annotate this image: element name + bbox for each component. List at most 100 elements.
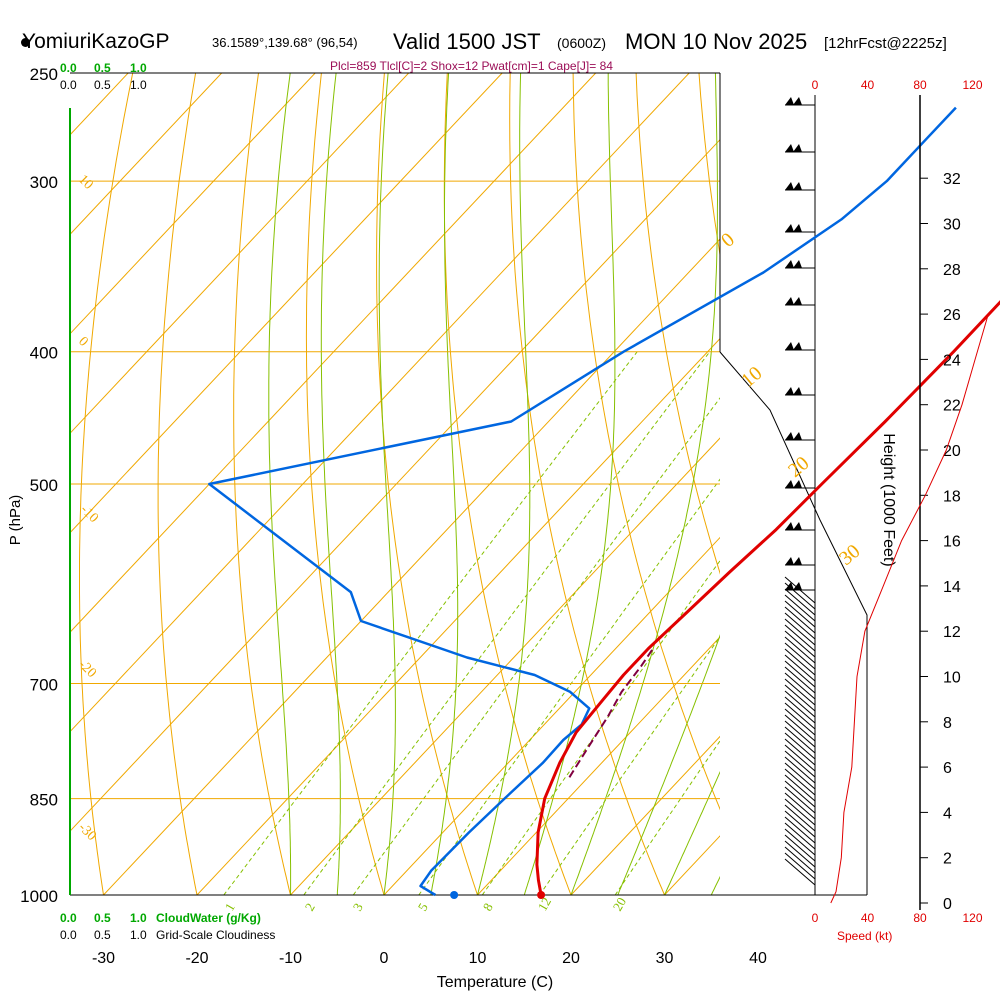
dry-adiabat-label: 10	[737, 362, 766, 392]
height-tick-label: 6	[943, 760, 952, 777]
wind-panel-boundary	[719, 351, 868, 895]
mixing-ratio-label: 20	[610, 895, 629, 914]
wind-barb-staff	[784, 696, 816, 724]
temp-tick-label: -30	[92, 950, 115, 967]
dry-adiabat-line	[376, 73, 478, 895]
station-coords: 36.1589°,139.68° (96,54)	[212, 35, 358, 50]
speed-axis-title: Speed (kt)	[837, 929, 892, 943]
temperature-line	[535, 300, 1000, 896]
wind-barb-flag	[785, 522, 802, 530]
dry-adiabat-label: 20	[784, 452, 813, 482]
temp-tick-label: 20	[562, 950, 580, 967]
wind-barb-staff	[784, 798, 816, 826]
pressure-tick-label: 500	[30, 476, 58, 495]
height-tick-label: 26	[943, 307, 961, 324]
speed-tick-label-bottom: 0	[812, 911, 819, 925]
height-tick-label: 18	[943, 488, 961, 505]
wind-barbs	[784, 97, 816, 886]
height-tick-label: 16	[943, 534, 961, 551]
wind-barb-staff	[784, 792, 816, 820]
wind-barb-staff	[784, 684, 816, 712]
wind-barb-flag	[785, 582, 802, 590]
station-name: YomiuriKazoGP	[22, 30, 170, 53]
wind-barb-staff	[784, 834, 816, 862]
moist-adiabat-line	[268, 73, 292, 895]
speed-tick-label-top: 40	[861, 78, 875, 92]
wind-barb-staff	[784, 642, 816, 670]
moist-adiabat-line	[378, 73, 396, 895]
mixing-ratio-label: 5	[415, 900, 431, 913]
wind-barb-staff	[784, 840, 816, 868]
wind-barb-staff	[784, 660, 816, 688]
wind-barb-staff	[784, 738, 816, 766]
wind-barb-flag	[785, 97, 802, 105]
wind-barb-flag	[785, 144, 802, 152]
cloudwater-label: CloudWater (g/Kg)	[156, 911, 261, 925]
wind-barb-staff	[784, 756, 816, 784]
y-axis-title: P (hPa)	[7, 495, 24, 546]
wind-barb-staff	[784, 666, 816, 694]
wind-barb-flag	[785, 557, 802, 565]
wind-barb-staff	[784, 762, 816, 790]
wind-barb-staff	[784, 606, 816, 634]
dry-adiabat-line	[157, 73, 198, 895]
temp-tick-label: -20	[185, 950, 208, 967]
moist-adiabat-line	[430, 73, 459, 895]
wind-barb-flag	[785, 260, 802, 268]
height-axis-title: Height (1000 Feet)	[880, 433, 897, 566]
pressure-tick-label: 700	[30, 676, 58, 695]
height-tick-label: 22	[943, 398, 961, 415]
dry-adiabat-line	[951, 73, 1000, 895]
moist-adiabat-line	[710, 875, 720, 895]
wind-barb-staff	[784, 618, 816, 646]
speed-tick-label-top: 80	[913, 78, 927, 92]
temp-tick-label: 0	[380, 950, 389, 967]
wind-barb-staff	[784, 588, 816, 616]
wind-barb-flag	[785, 297, 802, 305]
top-cloudiness-label: 0.5	[94, 78, 111, 92]
wind-barb-flag	[785, 182, 802, 190]
wind-barb-staff	[784, 714, 816, 742]
wind-barb-staff	[784, 636, 816, 664]
wind-barb-staff	[784, 702, 816, 730]
dry-adiabat-line	[572, 73, 720, 811]
forecast-info: [12hrFcst@2225z]	[824, 35, 947, 52]
surface-dew-marker	[450, 891, 459, 899]
height-tick-label: 32	[943, 171, 961, 188]
pressure-tick-label: 1000	[20, 887, 58, 906]
dry-adiabat-line	[233, 73, 291, 895]
wind-barb-staff	[784, 750, 816, 778]
wind-barb-staff	[784, 852, 816, 880]
wind-barb-staff	[784, 786, 816, 814]
height-tick-label: 14	[943, 579, 961, 596]
wind-barb-staff	[784, 678, 816, 706]
wind-barb-flag	[785, 342, 802, 350]
moist-adiabat-line	[617, 634, 720, 895]
temp-tick-label: 40	[749, 950, 767, 967]
temp-tick-label: -10	[279, 950, 302, 967]
speed-tick-label-bottom: 120	[962, 911, 982, 925]
parcel-line	[568, 648, 654, 778]
wind-barb-staff	[784, 600, 816, 628]
height-tick-label: 28	[943, 262, 961, 279]
isotherm-line	[852, 73, 1000, 895]
speed-tick-label-top: 120	[962, 78, 982, 92]
isotherm-line	[70, 73, 410, 435]
dry-adiabat-line	[79, 73, 134, 895]
bottom-cloudwater-label: 0.5	[94, 911, 111, 925]
height-tick-label: 4	[943, 805, 952, 822]
top-cloudwater-label: 1.0	[130, 61, 147, 75]
dewpoint-line	[208, 106, 957, 897]
isotherm-line	[70, 73, 223, 236]
wind-barb-staff	[784, 810, 816, 838]
wind-barb-staff	[784, 774, 816, 802]
moist-adiabat-line	[523, 73, 616, 895]
wind-barb-staff	[784, 654, 816, 682]
wind-speed-line	[830, 313, 989, 904]
height-tick-label: 8	[943, 715, 952, 732]
pressure-tick-label: 250	[30, 65, 58, 84]
wind-barb-staff	[784, 690, 816, 718]
wind-barb-flag	[785, 387, 802, 395]
top-cloudwater-label: 0.5	[94, 61, 111, 75]
